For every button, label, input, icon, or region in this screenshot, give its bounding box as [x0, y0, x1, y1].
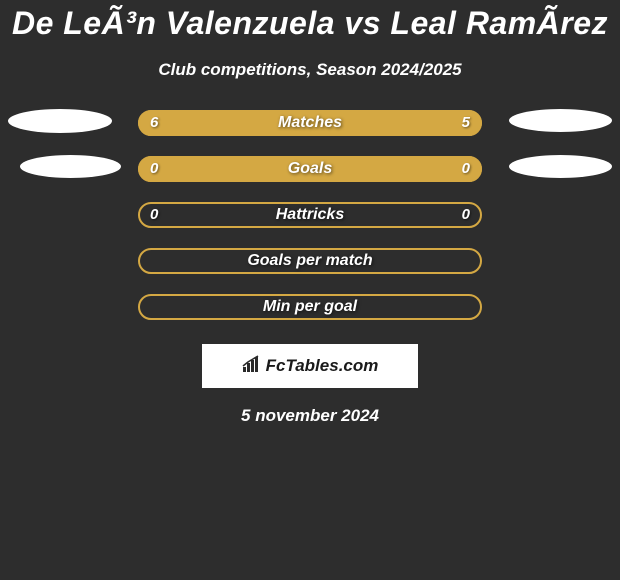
- stat-row-hattricks: 0 0 Hattricks: [0, 202, 620, 248]
- bar-border-hattricks: [138, 202, 482, 228]
- oval-left-goals: [20, 155, 121, 178]
- value-left-hattricks: 0: [150, 202, 158, 228]
- stat-row-mpg: Min per goal: [0, 294, 620, 340]
- badge-text: FcTables.com: [266, 356, 379, 376]
- badge-content: FcTables.com: [242, 355, 379, 378]
- value-left-matches: 6: [150, 110, 158, 136]
- comparison-infographic: De LeÃ³n Valenzuela vs Leal RamÃ­rez Clu…: [0, 0, 620, 426]
- bar-goals: 0 0 Goals: [138, 156, 482, 182]
- stat-row-goals: 0 0 Goals: [0, 156, 620, 202]
- value-left-goals: 0: [150, 156, 158, 182]
- bar-border-matches: [138, 110, 482, 136]
- bar-border-goals: [138, 156, 482, 182]
- value-right-matches: 5: [462, 110, 470, 136]
- bars-icon: [242, 355, 264, 378]
- oval-right-matches: [509, 109, 612, 132]
- bar-gpm: Goals per match: [138, 248, 482, 274]
- oval-left-matches: [8, 109, 112, 133]
- bar-mpg: Min per goal: [138, 294, 482, 320]
- source-badge: FcTables.com: [202, 344, 418, 388]
- stat-row-matches: 6 5 Matches: [0, 110, 620, 156]
- value-right-goals: 0: [462, 156, 470, 182]
- page-title: De LeÃ³n Valenzuela vs Leal RamÃ­rez: [0, 5, 620, 42]
- date-label: 5 november 2024: [0, 406, 620, 426]
- bar-hattricks: 0 0 Hattricks: [138, 202, 482, 228]
- stats-block: 6 5 Matches 0 0 Goals 0 0 Hat: [0, 110, 620, 340]
- bar-border-mpg: [138, 294, 482, 320]
- oval-right-goals: [509, 155, 612, 178]
- subtitle: Club competitions, Season 2024/2025: [0, 60, 620, 80]
- value-right-hattricks: 0: [462, 202, 470, 228]
- bar-matches: 6 5 Matches: [138, 110, 482, 136]
- bar-border-gpm: [138, 248, 482, 274]
- stat-row-gpm: Goals per match: [0, 248, 620, 294]
